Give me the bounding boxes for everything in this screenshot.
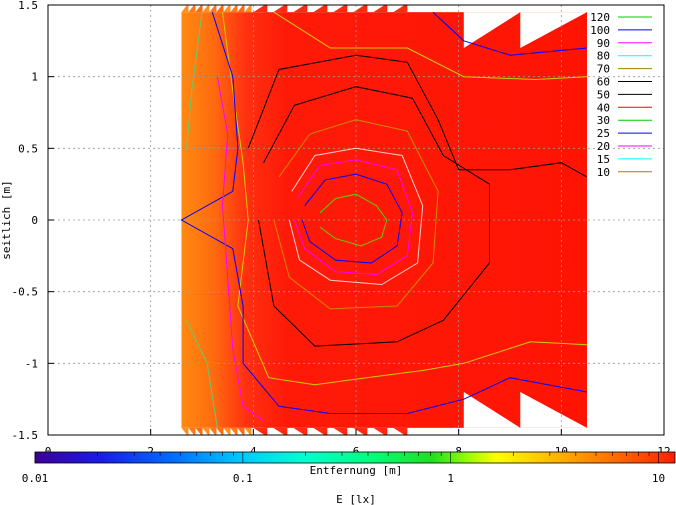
x-axis-title: Entfernung [m] [310, 464, 403, 477]
surface-edge-tooth [188, 427, 196, 435]
surface-notch [463, 12, 521, 48]
surface-edge-tooth [353, 5, 368, 13]
surface-edge-tooth [209, 5, 217, 13]
surface-edge-tooth [273, 427, 288, 435]
contour-line [186, 320, 218, 428]
legend-label: 70 [597, 63, 610, 76]
colorbar-title: E [lx] [336, 493, 376, 505]
surface-edge-tooth [373, 5, 388, 13]
x-tick-label: 4 [250, 445, 257, 458]
surface-edge-tooth [202, 5, 210, 13]
surface-edge-tooth [223, 427, 231, 435]
surface-edge-tooth [353, 427, 368, 435]
surface-edge-tooth [188, 5, 196, 13]
contour-line [293, 159, 414, 276]
contour-line [258, 86, 490, 347]
surface-edge-tooth [333, 5, 348, 13]
colorbar-tick-labels: 0.01 0.1 1 10 [22, 472, 665, 485]
grid [48, 5, 664, 435]
surface-edge-tooth [223, 5, 231, 13]
surface-edge-tooth [230, 5, 238, 13]
surface-edge-tooth [244, 5, 252, 13]
colorbar-tick-label: 0.1 [233, 472, 253, 485]
surface-edge-tooth [202, 427, 210, 435]
surface-edge-tooth [237, 427, 245, 435]
surface-edge-tooth [216, 427, 224, 435]
contour-line [216, 76, 264, 422]
contour-line [432, 11, 588, 56]
surface-edge-tooth [333, 427, 348, 435]
surface-edge-tooth [209, 427, 217, 435]
surface-notch [520, 12, 587, 48]
contour-line [301, 173, 403, 264]
contour-line [180, 12, 588, 414]
legend-label: 10 [597, 166, 610, 179]
legend-label: 15 [597, 153, 610, 166]
contour-line [288, 147, 424, 286]
colorbar-minor-ticks [34, 452, 659, 463]
y-tick-label: 0.5 [18, 142, 38, 155]
legend-label: 100 [590, 24, 610, 37]
y-tick-label: 1 [31, 71, 38, 84]
legend-label: 80 [597, 50, 610, 63]
y-tick-label: 1.5 [18, 0, 38, 12]
x-tick-label: 6 [353, 445, 360, 458]
surface-edge-tooth [293, 427, 308, 435]
legend-label: 120 [590, 11, 610, 24]
legend-label: 20 [597, 140, 610, 153]
y-tick-label: 0 [31, 214, 38, 227]
colorbar-tick-label: 0.01 [22, 472, 49, 485]
x-tick-label: 2 [147, 445, 154, 458]
contour-line [222, 12, 588, 386]
surface-edge-tooth [253, 5, 268, 13]
x-tick-label: 0 [45, 445, 52, 458]
legend-label: 25 [597, 127, 610, 140]
contour-line [273, 11, 588, 81]
surface-edge-tooth [373, 427, 388, 435]
surface-edge-tooth [244, 427, 252, 435]
surface-edge-tooth [253, 427, 268, 435]
legend-label: 90 [597, 37, 610, 50]
colorbar-tick-label: 1 [447, 472, 454, 485]
y-tick-label: -0.5 [12, 286, 39, 299]
contour-line [186, 12, 203, 149]
y-axis: 1.5 1 0.5 0 -0.5 -1 -1.5 [12, 0, 54, 442]
y-axis-title: seitlich [m] [0, 180, 13, 259]
surface-edge-tooth [273, 5, 288, 13]
surface-edge-tooth [195, 427, 203, 435]
colorbar-gradient [34, 451, 676, 464]
surface-edge-tooth [181, 427, 189, 435]
surface-edge-tooth [216, 5, 224, 13]
surface-edge-tooth [293, 5, 308, 13]
surface-edge-tooth [195, 5, 203, 13]
legend-label: 30 [597, 114, 610, 127]
surface-notch [520, 392, 587, 428]
surface-notch [463, 392, 521, 428]
colorbar-tick-label: 10 [652, 472, 665, 485]
y-tick-label: -1.5 [12, 429, 39, 442]
legend-label: 40 [597, 101, 610, 114]
surface-edge-tooth [230, 427, 238, 435]
x-tick-label: 8 [455, 445, 462, 458]
surface-edge-tooth [181, 5, 189, 13]
surface-edge-tooth [393, 427, 408, 435]
surface-edge-tooth [237, 5, 245, 13]
contour-line [247, 54, 588, 178]
y-tick-label: -1 [25, 357, 38, 370]
legend-label: 60 [597, 76, 610, 89]
contour-line [319, 193, 388, 247]
contour-line [273, 119, 439, 310]
surface-edge-tooth [393, 5, 408, 13]
colorbar: 0.01 0.1 1 10 [22, 451, 676, 485]
surface-edge-tooth [313, 5, 328, 13]
contour-lines [180, 11, 588, 428]
legend-label: 50 [597, 88, 610, 101]
surface-edge-tooth [313, 427, 328, 435]
